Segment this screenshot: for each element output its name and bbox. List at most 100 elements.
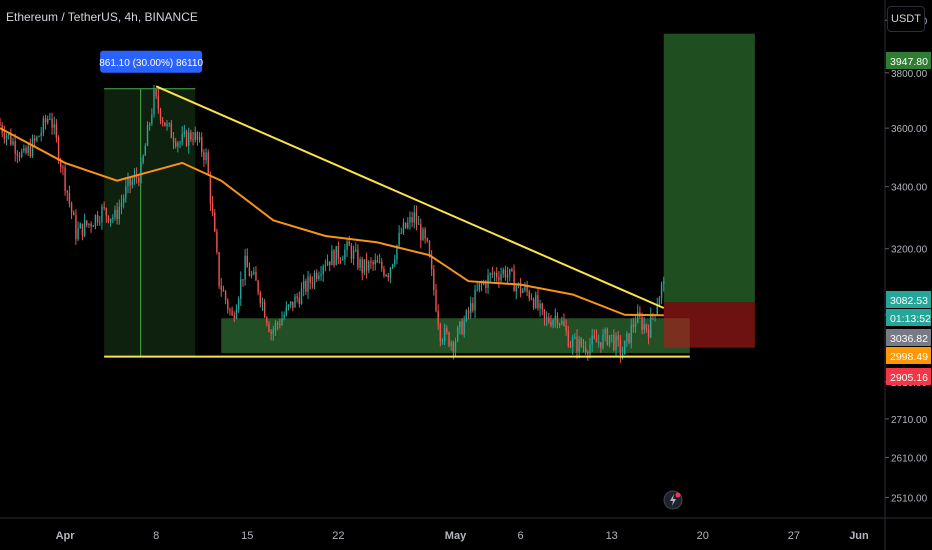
candle-body (526, 286, 528, 292)
candle-body (342, 259, 344, 261)
measure-label: 861.10 (30.00%) 86110 (99, 58, 203, 69)
candle-body (602, 334, 604, 349)
y-tick-label: 3600.00 (891, 124, 928, 135)
candle-body (504, 269, 507, 278)
candle-body (181, 133, 183, 143)
candles (0, 84, 665, 363)
y-tick-label: 3800.00 (891, 69, 928, 80)
candle-body (214, 212, 216, 232)
candle-body (350, 245, 353, 259)
x-tick-label: 15 (241, 530, 253, 542)
candle-body (543, 309, 546, 319)
candle-body (281, 318, 283, 326)
candle-body (344, 249, 346, 260)
candle-body (53, 124, 55, 128)
candle-body (552, 319, 554, 326)
candle-body (116, 209, 118, 220)
candle-body (580, 338, 583, 347)
candle-body (608, 335, 611, 345)
candle-body (630, 324, 632, 343)
candle-body (70, 202, 73, 213)
price-badge-label: 3947.80 (890, 56, 928, 68)
candle-body (242, 279, 244, 281)
candle-body (365, 259, 368, 271)
candle-body (554, 315, 556, 320)
candle-body (550, 322, 552, 326)
candle-body (244, 255, 246, 280)
candle-body (576, 336, 578, 352)
candle-body (177, 142, 179, 147)
candle-body (491, 273, 494, 275)
price-badge (886, 52, 931, 69)
candle-body (387, 275, 389, 278)
candle-body (47, 119, 49, 123)
candle-body (558, 323, 561, 325)
candle-body (77, 228, 79, 240)
candle-body (563, 321, 565, 326)
candle-body (385, 275, 387, 277)
lightning-glyph (670, 494, 676, 506)
candle-body (628, 333, 630, 343)
candle-body (650, 314, 652, 338)
candle-body (289, 301, 292, 305)
candle-body (502, 269, 504, 275)
candle-body (92, 226, 94, 228)
candle-body (647, 329, 650, 338)
candle-body (446, 328, 448, 333)
candle-body (545, 317, 548, 319)
candle-body (582, 346, 585, 348)
candle-body (248, 267, 251, 276)
candle-body (480, 283, 483, 285)
candle-body (476, 289, 478, 291)
candle-body (31, 138, 34, 157)
candle-body (81, 223, 84, 236)
candle-body (565, 325, 567, 331)
y-tick-label: 2710.00 (891, 415, 928, 426)
candle-body (370, 261, 372, 263)
candle-body (324, 265, 327, 267)
candle-body (311, 282, 314, 285)
price-badge (886, 368, 931, 385)
candle-body (174, 142, 177, 147)
candle-body (255, 271, 257, 281)
candle-body (296, 296, 298, 298)
candle-body (5, 135, 8, 139)
x-tick-label: 22 (332, 530, 344, 542)
candle-body (151, 114, 153, 124)
lightning-dot (675, 492, 681, 498)
candle-body (500, 274, 502, 281)
candle-body (131, 180, 134, 186)
candle-body (474, 289, 476, 311)
candle-body (103, 206, 105, 209)
candle-body (42, 118, 45, 133)
candle-body (626, 333, 628, 341)
candle-body (456, 327, 459, 342)
price-badge (886, 329, 931, 346)
candle-body (94, 214, 97, 227)
candle-body (51, 118, 53, 128)
candle-body (624, 340, 626, 355)
candle-body (120, 202, 123, 207)
candle-body (600, 342, 602, 349)
candle-body (478, 283, 481, 290)
candle-body (246, 255, 248, 268)
candle-body (263, 301, 266, 318)
candle-body (589, 344, 591, 354)
candle-body (372, 262, 374, 265)
candle-body (459, 321, 461, 328)
candle-body (279, 324, 281, 326)
candle-body (641, 317, 643, 330)
candle-body (339, 259, 342, 261)
candle-body (604, 329, 606, 335)
x-tick-label: 27 (788, 530, 800, 542)
candle-body (125, 186, 127, 199)
price-badge (886, 309, 931, 326)
candle-body (75, 215, 77, 240)
candle-body (417, 223, 420, 225)
candle-body (537, 295, 539, 309)
candle-body (164, 122, 166, 127)
currency-button[interactable]: USDT (887, 6, 925, 32)
candle-body (118, 206, 121, 220)
price-badge (886, 347, 931, 364)
